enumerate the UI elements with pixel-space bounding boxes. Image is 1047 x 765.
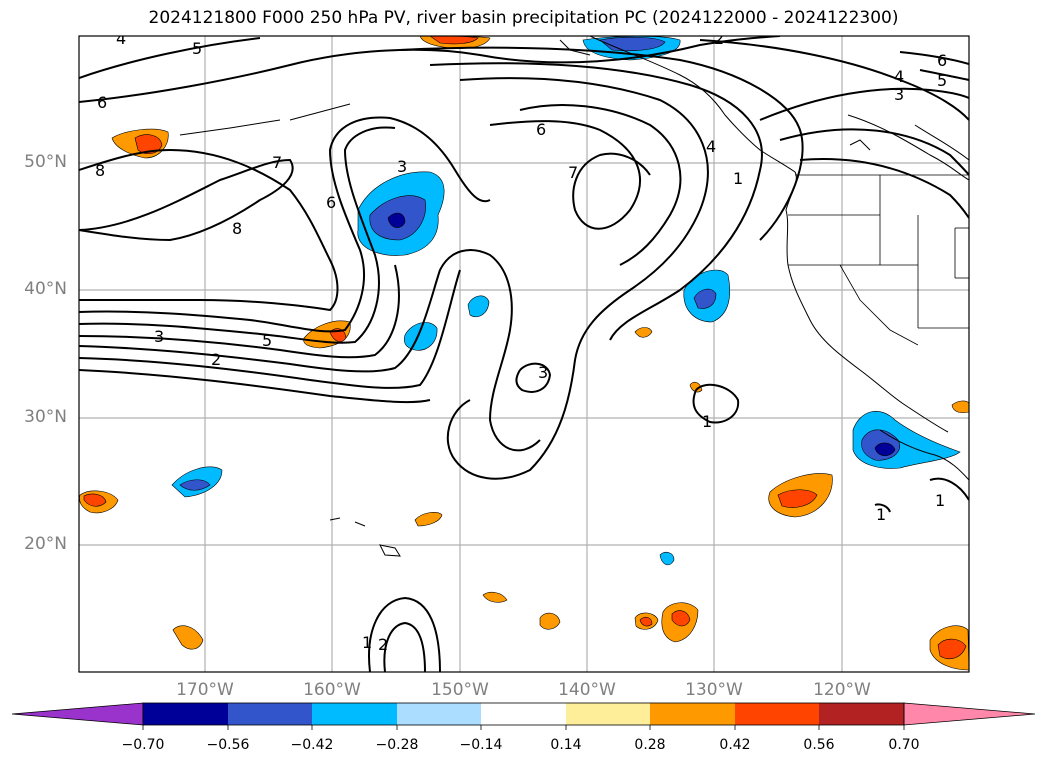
colorbar-bin [735,703,819,725]
lat-label-50: 50°N [24,152,67,172]
lon-label-170w: 170°W [176,680,234,700]
colorbar-tick: −0.28 [375,737,419,753]
colorbar-bin [566,703,650,725]
contour-label: 4 [116,29,126,48]
contour-label: 3 [397,157,407,176]
colorbar-tick: 0.14 [550,737,582,753]
contour-label: 1 [702,412,712,431]
colorbar [11,702,1036,730]
lon-label-120w: 120°W [813,680,871,700]
colorbar-extend-left [11,702,144,726]
lon-label-160w: 160°W [303,680,361,700]
contour-label: 1 [362,633,372,652]
contour-label: 6 [536,120,546,139]
contour-label: 5 [262,331,272,350]
colorbar-tick: 0.42 [719,737,751,753]
lat-label-20: 20°N [24,534,67,554]
contour-label: 1 [876,505,886,524]
colorbar-tick: −0.56 [206,737,250,753]
contour-label: 5 [937,71,947,90]
colorbar-tick: 0.28 [634,737,666,753]
contour-label: 5 [192,39,202,58]
colorbar-extend-right [903,702,1036,726]
colorbar-bin [312,703,397,725]
lon-label-150w: 150°W [431,680,489,700]
colorbar-bin [819,703,904,725]
lon-label-130w: 130°W [685,680,743,700]
contour-label: 1 [935,491,945,510]
colorbar-bin [650,703,735,725]
contour-label: 6 [326,193,336,212]
colorbar-bin [397,703,481,725]
colorbar-tick: 0.56 [803,737,835,753]
contour-label: 2 [714,29,724,48]
lat-label-30: 30°N [24,407,67,427]
lon-label-140w: 140°W [558,680,616,700]
contour-label: 3 [154,327,164,346]
colorbar-tick: −0.14 [459,737,503,753]
contour-label: 3 [538,363,548,382]
contour-label: 6 [97,93,107,112]
contour-label: 4 [894,67,904,86]
contour-label: 7 [272,153,282,172]
map-content: 4 5 6 8 7 8 6 3 2 5 3 6 7 2 4 1 5 4 3 1 … [79,29,969,672]
contour-label: 8 [95,161,105,180]
colorbar-outline [142,702,905,726]
contour-label: 4 [706,137,716,156]
contour-labels: 4 5 6 8 7 8 6 3 2 5 3 6 7 2 4 1 5 4 3 1 … [95,29,947,654]
coastlines [179,36,969,557]
colorbar-bin [143,703,228,725]
contour-label: 2 [211,350,221,369]
colorbar-tick: −0.70 [121,737,165,753]
precipitation-shading [79,36,969,671]
colorbar-tick: 0.70 [888,737,920,753]
contour-label: 7 [568,163,578,182]
plot-frame [78,35,970,673]
state-borders [788,174,969,346]
colorbar-bin [228,703,312,725]
contour-label: 1 [733,169,743,188]
colorbar-bin [481,703,566,725]
contour-label: 3 [894,85,904,104]
map-title: 2024121800 F000 250 hPa PV, river basin … [148,8,899,28]
contour-label: 8 [232,219,242,238]
pv-contours [79,36,969,672]
contour-label: 6 [937,51,947,70]
lat-label-40: 40°N [24,279,67,299]
colorbar-tick: −0.42 [290,737,334,753]
contour-label: 2 [378,635,388,654]
